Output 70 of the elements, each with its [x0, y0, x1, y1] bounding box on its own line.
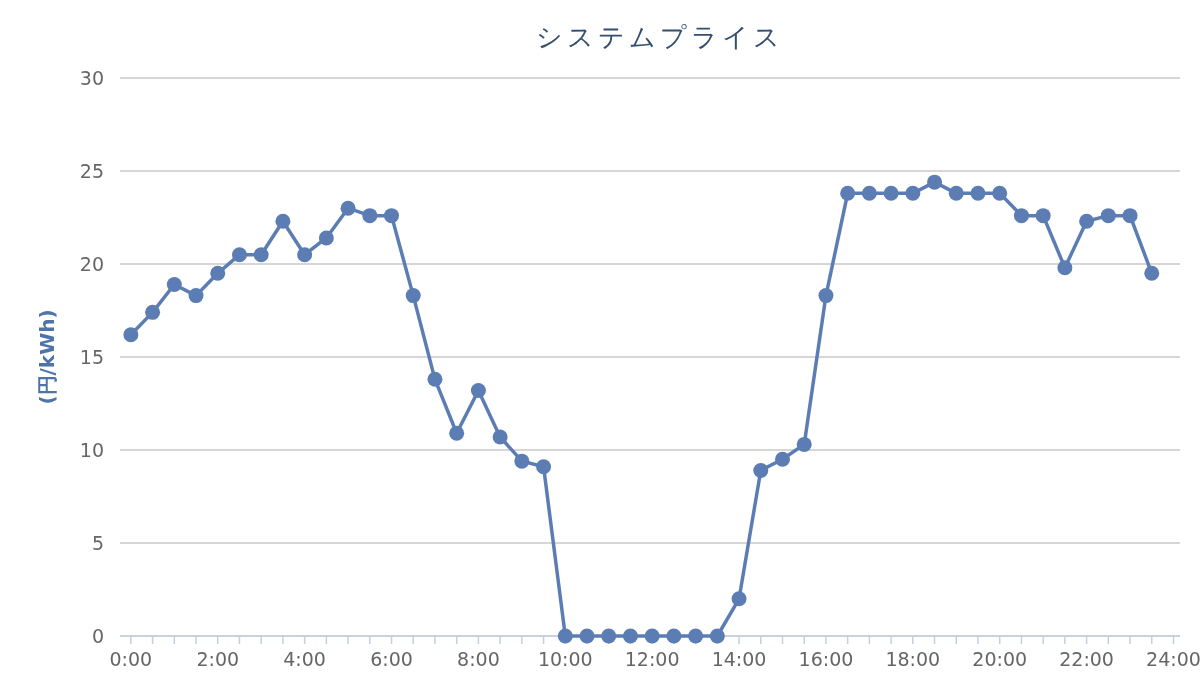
point [514, 453, 530, 469]
point [1035, 208, 1051, 224]
x-tick-label: 18:00 [885, 648, 941, 670]
point [1100, 208, 1116, 224]
point [340, 200, 356, 216]
point [644, 628, 660, 644]
point [536, 459, 552, 475]
y-tick-label: 10 [79, 439, 104, 461]
point [318, 230, 334, 246]
point [861, 185, 877, 201]
x-tick-label: 0:00 [109, 648, 153, 670]
point [775, 451, 790, 467]
point [449, 425, 465, 441]
x-tick-label: 14:00 [711, 648, 767, 670]
point [731, 591, 747, 607]
point [992, 185, 1008, 201]
point [1079, 213, 1095, 229]
y-tick-label: 20 [79, 253, 104, 275]
y-tick-label: 15 [79, 346, 104, 368]
point [1057, 260, 1073, 276]
point [622, 628, 638, 644]
point [753, 462, 769, 478]
point [948, 185, 964, 201]
x-tick-label: 22:00 [1059, 648, 1114, 670]
x-tick-label: 24:00 [1146, 648, 1200, 670]
point [231, 247, 247, 263]
point [166, 276, 182, 292]
chart-title: システムプライス [536, 22, 784, 52]
point [927, 174, 943, 190]
x-tick-label: 12:00 [624, 648, 680, 670]
y-axis-title: (円/kWh) [35, 309, 59, 405]
y-tick-label: 0 [91, 625, 104, 647]
point [405, 288, 421, 304]
y-tick-label: 5 [91, 532, 104, 554]
point [601, 628, 617, 644]
point [145, 304, 161, 320]
point [275, 213, 291, 229]
point [666, 628, 682, 644]
point [579, 628, 595, 644]
y-tick-label: 30 [79, 67, 104, 89]
point [492, 429, 508, 445]
point [470, 382, 486, 398]
point [1013, 208, 1029, 224]
point [970, 185, 986, 201]
point [1144, 265, 1160, 281]
point [210, 265, 226, 281]
point [384, 208, 400, 224]
point [297, 247, 313, 263]
x-tick-label: 16:00 [798, 648, 854, 670]
point [796, 436, 812, 452]
point [188, 288, 204, 304]
x-tick-label: 4:00 [283, 648, 326, 670]
point [362, 208, 378, 224]
point [1122, 208, 1138, 224]
point [253, 247, 269, 263]
point [905, 185, 921, 201]
x-tick-label: 6:00 [370, 648, 413, 670]
x-tick-label: 20:00 [972, 648, 1028, 670]
y-tick-label: 25 [79, 160, 104, 182]
point [688, 628, 704, 644]
point [883, 185, 899, 201]
point [427, 371, 443, 387]
point [123, 327, 139, 343]
x-tick-label: 8:00 [457, 648, 500, 670]
point [557, 628, 573, 644]
point [709, 628, 725, 644]
x-tick-label: 10:00 [537, 648, 593, 670]
x-tick-label: 2:00 [196, 648, 240, 670]
point [818, 288, 834, 304]
point [840, 185, 856, 201]
